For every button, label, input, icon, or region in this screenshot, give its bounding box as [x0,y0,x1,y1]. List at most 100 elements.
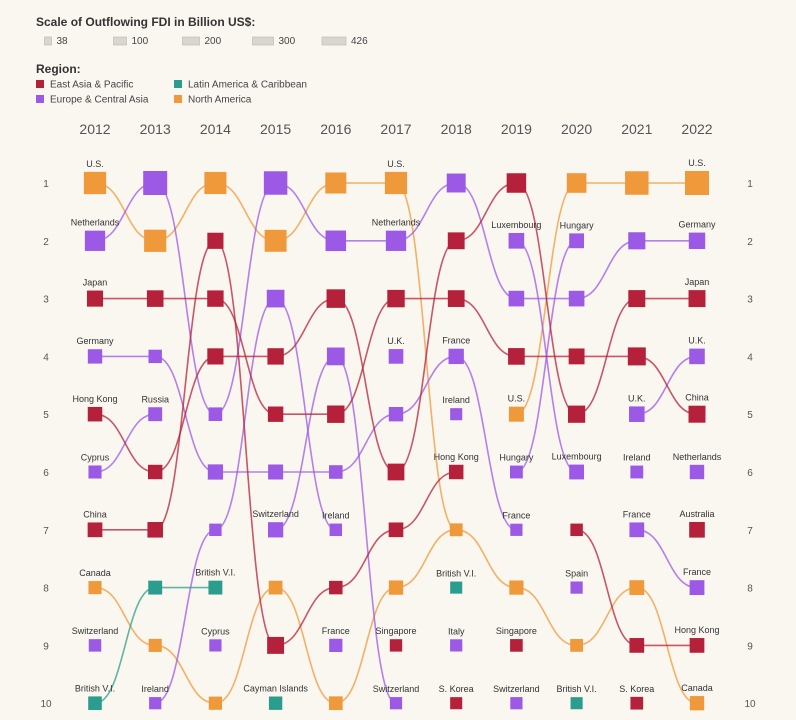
square-2015-rank-3 [266,289,285,308]
square-2015-rank-5 [267,406,284,422]
country-label-ireland-2018: Ireland [442,395,470,405]
link-east-asia-pacific-2016-3-to-2017-6 [335,297,397,473]
square-2016-rank-9 [329,638,343,653]
square-2020-rank-1 [566,173,587,193]
square-2016-rank-6 [329,465,343,479]
country-label-china-2012: China [83,509,107,519]
country-label-ireland-2021: Ireland [623,453,651,463]
country-label-luxembourg-2020: Luxembourg [552,452,602,462]
link-north-america-2016-10-to-2017-8 [335,586,397,704]
country-label-switzerland-2019: Switzerland [493,684,540,694]
rank-label-left-4: 4 [43,352,49,363]
square-2015-rank-8 [268,580,283,595]
rank-label-right-3: 3 [747,295,753,306]
square-2020-rank-7 [570,523,583,537]
scale-label-426: 426 [351,36,368,47]
link-north-america-2013-9-to-2014-10 [155,644,216,704]
rank-label-right-8: 8 [747,584,753,595]
country-label-hong-kong-2012: Hong Kong [72,394,117,404]
year-labels: 2012 2013 2014 2015 2016 2017 2018 2019 2020 2021… [79,121,712,137]
square-2021-rank-2 [628,232,646,250]
square-2014-rank-5 [208,407,223,421]
country-label-germany-2022: Germany [678,220,716,230]
country-label-cyprus-2012: Cyprus [81,452,110,462]
square-2015-rank-6 [268,464,284,480]
region-swatch-latin-america-caribbean [174,80,182,88]
country-label-switzerland-2012: Switzerland [72,626,119,636]
square-2016-rank-1 [325,172,347,194]
square-2013-rank-3 [146,290,164,307]
square-2013-rank-6 [147,464,163,480]
square-2022-rank-6 [689,464,705,480]
rank-label-right-9: 9 [747,641,753,652]
square-2012-rank-8 [88,581,102,595]
year-label-2021: 2021 [621,121,652,137]
scale-swatch-100 [113,36,127,46]
square-2018-rank-6 [448,464,464,480]
square-2017-rank-2 [385,230,407,251]
link-east-asia-pacific-2016-8-to-2017-7 [335,529,397,589]
year-label-2022: 2022 [681,121,712,137]
scale-label-300: 300 [279,36,296,47]
country-label-japan-2012: Japan [83,278,108,288]
country-label-netherlands-2012: Netherlands [71,218,120,228]
square-2016-rank-5 [327,405,345,423]
rank-label-right-5: 5 [747,410,753,421]
link-north-america-2020-9-to-2021-8 [576,586,637,647]
country-label-u-k-2022: U.K. [688,336,706,346]
country-label-netherlands-2022: Netherlands [673,452,722,462]
square-2019-rank-9 [510,639,523,652]
link-east-asia-pacific-2020-7-to-2021-9 [576,529,637,647]
country-label-france-2021: France [623,509,651,519]
square-2019-rank-6 [509,465,523,479]
square-2020-rank-10 [570,697,583,710]
scale-swatch-200 [182,36,200,46]
country-label-switzerland-2017: Switzerland [373,684,420,694]
region-label-europe-central-asia: Europe & Central Asia [50,95,149,106]
square-2012-rank-10 [88,696,102,710]
country-label-ireland-2016: Ireland [322,511,350,521]
rank-label-right-1: 1 [747,179,753,190]
link-europe-central-asia-2018-4-to-2019-7 [456,355,517,531]
square-2022-rank-10 [689,696,705,711]
country-label-france-2019: France [502,511,530,521]
square-2017-rank-9 [389,639,403,652]
square-2012-rank-3 [86,290,104,307]
country-label-australia-2022: Australia [679,509,714,519]
square-2012-rank-7 [87,522,103,538]
square-2019-rank-5 [508,406,524,422]
rank-label-left-3: 3 [43,295,49,306]
link-east-asia-pacific-2014-2-to-2015-9 [215,240,276,647]
country-label-british-v-i-2018: British V.I. [436,569,476,579]
link-north-america-2012-8-to-2013-9 [94,586,156,647]
square-2017-rank-7 [388,522,404,538]
country-label-ireland-2013: Ireland [141,684,169,694]
square-2020-rank-5 [567,405,586,423]
link-east-asia-pacific-2016-5-to-2017-3 [335,297,397,415]
rank-label-right-10: 10 [744,699,756,710]
square-2015-rank-9 [267,636,285,654]
country-label-china-2022: China [685,393,709,403]
link-north-america-2015-8-to-2016-10 [275,586,336,704]
square-2016-rank-7 [329,523,343,537]
square-2014-rank-6 [207,464,224,480]
rank-label-left-6: 6 [43,468,49,479]
link-north-america-2017-8-to-2018-7 [395,529,457,589]
link-east-asia-pacific-2013-7-to-2014-2 [154,240,216,531]
square-2014-rank-9 [209,639,222,652]
rank-label-left-1: 1 [43,179,49,190]
square-2019-rank-8 [509,580,524,595]
region-legend-title: Region: [36,62,81,76]
square-2015-rank-7 [267,522,284,538]
square-2015-rank-10 [268,696,283,710]
square-2021-rank-6 [630,465,644,479]
square-2018-rank-7 [449,523,463,537]
square-2018-rank-2 [447,232,465,250]
rank-label-left-8: 8 [43,584,49,595]
square-2022-rank-4 [689,348,705,365]
square-2014-rank-4 [207,348,224,365]
country-label-u-s-2012: U.S. [86,159,104,169]
link-europe-central-asia-2017-5-to-2018-4 [395,355,457,415]
square-2016-rank-4 [326,347,345,366]
